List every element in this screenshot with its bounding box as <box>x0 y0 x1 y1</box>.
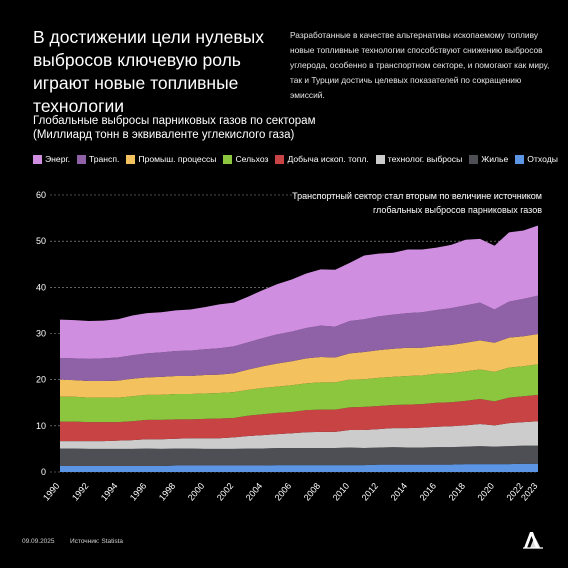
chart-legend: Энерг. Трансп. Промыш. процессы Сельхоз Добы… <box>33 154 563 164</box>
legend-swatch <box>76 154 86 164</box>
legend-label: Энерг. <box>45 154 70 164</box>
x-tick-label: 2000 <box>186 481 207 503</box>
chart-subtitle: (Миллиард тонн в эквиваленте углекислого… <box>33 129 295 141</box>
x-tick-label: 2004 <box>244 481 265 503</box>
legend-item: технолог. выбросы <box>375 154 463 164</box>
legend-item: Отходы <box>515 154 558 164</box>
area-series-1 <box>60 445 538 466</box>
headline: В достижении цели нулевых выбросов ключе… <box>33 27 264 116</box>
legend-swatch <box>515 154 525 164</box>
legend-swatch <box>126 154 136 164</box>
x-tick-label: 2023 <box>519 481 540 503</box>
legend-label: Сельхоз <box>235 154 269 164</box>
footer-date: 09.09.2025 <box>22 538 55 545</box>
legend-label: Трансп. <box>88 154 120 164</box>
legend-item: Сельхоз <box>223 154 268 164</box>
x-tick-label: 2018 <box>447 481 468 503</box>
y-tick-label: 60 <box>36 190 46 200</box>
area-series-0 <box>60 463 538 472</box>
legend-swatch <box>469 154 479 164</box>
legend-item: Промыш. процессы <box>126 154 216 164</box>
footer-source: Источник: Statista <box>70 538 124 545</box>
legend-label: Отходы <box>527 154 558 164</box>
legend-label: Промыш. процессы <box>138 154 217 164</box>
legend-item: Добыча ископ. топл. <box>275 154 369 164</box>
chart-title: Глобальные выбросы парниковых газов по с… <box>33 115 316 127</box>
legend-swatch <box>223 154 233 164</box>
x-tick-label: 2008 <box>302 481 323 503</box>
intro-text: Разработанные в качестве альтернативы ис… <box>290 30 550 100</box>
y-tick-label: 10 <box>36 421 46 431</box>
area-series-2 <box>60 421 538 449</box>
area-series-3 <box>60 394 538 442</box>
legend-swatch <box>33 154 42 164</box>
legend-item: Жилье <box>469 154 508 164</box>
x-tick-label: 2020 <box>476 481 497 503</box>
x-tick-label: 2014 <box>389 481 410 503</box>
x-tick-label: 1998 <box>157 481 178 503</box>
y-tick-label: 30 <box>36 329 46 339</box>
y-tick-label: 0 <box>41 467 46 477</box>
area-series-4 <box>60 364 538 423</box>
y-tick-label: 40 <box>36 282 46 292</box>
x-tick-label: 1996 <box>128 481 149 503</box>
legend-label: технолог. выбросы <box>387 154 463 164</box>
x-tick-label: 2012 <box>360 481 381 503</box>
area-series-5 <box>60 333 538 398</box>
legend-item: Энерг. <box>33 154 70 164</box>
x-tick-label: 2010 <box>331 481 352 503</box>
x-tick-label: 2016 <box>418 481 439 503</box>
area-series-7 <box>60 225 538 359</box>
legend-swatch <box>375 154 385 164</box>
chart-title-block: Глобальные выбросы парниковых газов по с… <box>33 114 413 142</box>
y-tick-label: 50 <box>36 236 46 246</box>
area-series-6 <box>60 295 538 382</box>
x-tick-label: 1994 <box>99 481 120 503</box>
y-tick-label: 20 <box>36 375 46 385</box>
legend-label: Жилье <box>481 154 509 164</box>
legend-swatch <box>275 154 285 164</box>
chart-annotation: Транспортный сектор стал вторым по велич… <box>292 191 542 215</box>
agency-logo <box>523 532 543 549</box>
legend-label: Добыча ископ. топл. <box>287 154 369 164</box>
x-tick-label: 2006 <box>273 481 294 503</box>
x-tick-label: 1992 <box>70 481 91 503</box>
x-tick-label: 2002 <box>215 481 236 503</box>
legend-item: Трансп. <box>76 154 120 164</box>
x-tick-label: 1990 <box>41 481 62 503</box>
